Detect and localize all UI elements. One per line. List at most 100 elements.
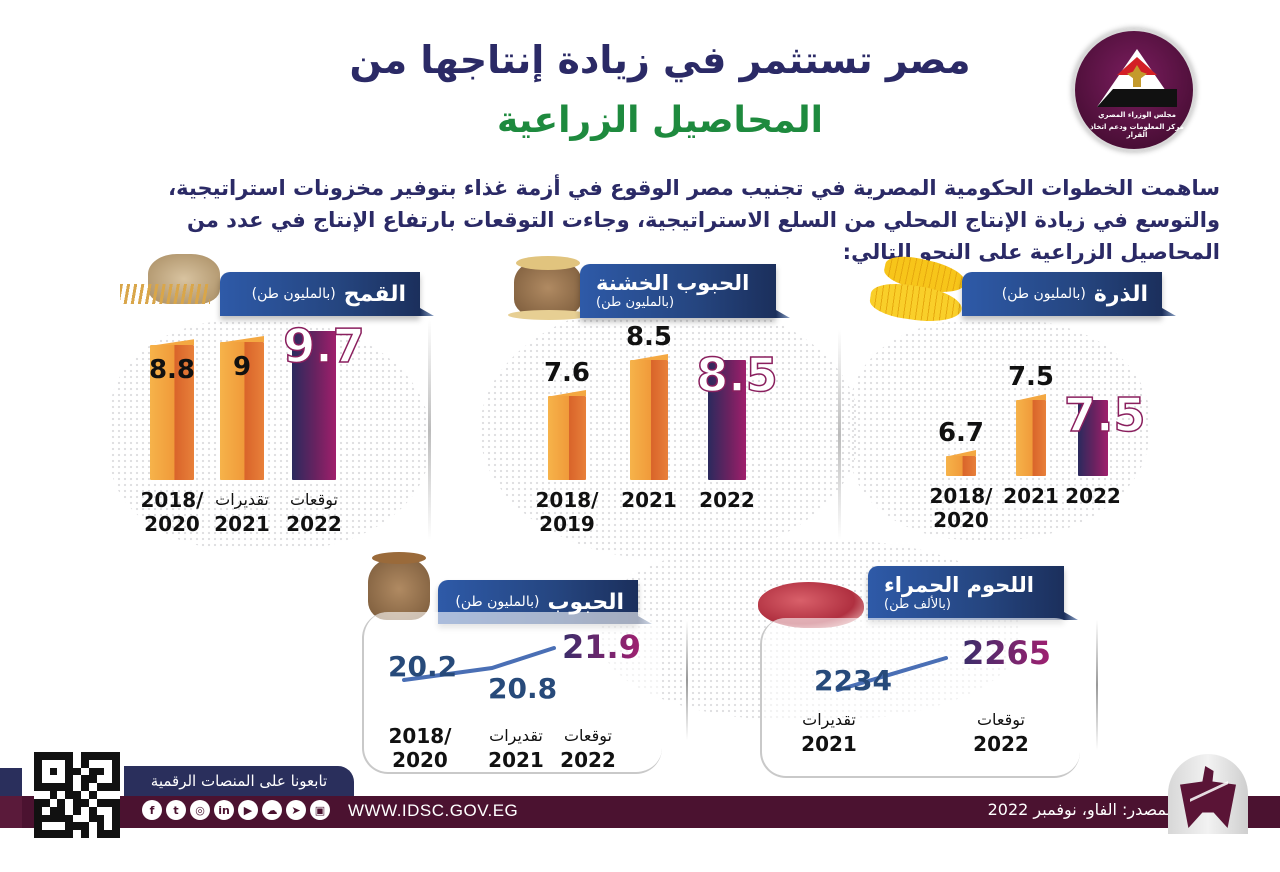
- qr-module: [104, 814, 113, 823]
- facebook-icon[interactable]: f: [142, 800, 162, 820]
- qr-module: [41, 752, 50, 760]
- x-tick-label: 2021: [996, 484, 1066, 508]
- x-tick-year: 2018/: [140, 488, 204, 512]
- qr-module: [96, 767, 105, 776]
- qr-module: [41, 759, 50, 768]
- x-tick-year: 2018/: [388, 724, 452, 748]
- qr-module: [49, 830, 58, 838]
- qr-module: [41, 806, 50, 815]
- qr-module: [57, 752, 66, 760]
- x-tick-year-2: 2019: [539, 512, 595, 536]
- idsc-logo: مجلس الوزراء المصري مركز المعلومات ودعم …: [1072, 28, 1196, 152]
- x-tick-tag: توقعات: [289, 490, 339, 509]
- qr-module: [96, 783, 105, 792]
- bar: [946, 456, 976, 476]
- bar: [220, 342, 264, 480]
- qr-module: [57, 798, 66, 807]
- x-tick-label: تقديرات 2021: [476, 724, 556, 772]
- qr-module: [65, 759, 74, 768]
- corn-bar-chart: 6.7 2018/2020 7.5 2021 7.5 2022: [920, 360, 1147, 540]
- qr-module: [49, 752, 58, 760]
- x-tick-label: 2021: [610, 488, 688, 512]
- qr-module: [88, 759, 97, 768]
- bar: [708, 360, 746, 480]
- source-text: المصدر: الفاو، نوفمبر 2022: [987, 800, 1176, 819]
- x-tick-label: توقعات 2022: [548, 724, 628, 772]
- qr-module: [73, 822, 81, 831]
- qr-module: [112, 759, 120, 768]
- qr-module: [80, 767, 89, 776]
- x-tick-year-2: 2020: [144, 512, 200, 536]
- qr-module: [112, 752, 120, 760]
- app-icon[interactable]: ▣: [310, 800, 330, 820]
- youtube-icon[interactable]: ▶: [238, 800, 258, 820]
- qr-module: [80, 814, 89, 823]
- x-tick-year: 2022: [699, 488, 755, 512]
- qr-module: [73, 775, 81, 784]
- emblem-logo: [1168, 754, 1248, 834]
- x-tick-label: توقعات 2022: [956, 708, 1046, 756]
- qr-module: [96, 759, 105, 768]
- qr-module: [112, 775, 120, 784]
- twitter-icon[interactable]: t: [166, 800, 186, 820]
- wheat-title: القمح: [343, 281, 406, 307]
- qr-module: [41, 767, 50, 776]
- qr-module: [80, 822, 89, 831]
- line-plot: [836, 656, 948, 692]
- qr-module: [57, 806, 66, 815]
- linkedin-icon[interactable]: in: [214, 800, 234, 820]
- qr-module: [80, 783, 89, 792]
- qr-module: [49, 791, 58, 799]
- card-edge: [686, 620, 688, 740]
- qr-module: [73, 767, 81, 776]
- grains-unit: (بالمليون طن): [455, 594, 540, 610]
- qr-module: [80, 830, 89, 838]
- bar-value-label: 7.5: [1007, 362, 1055, 392]
- website-link[interactable]: WWW.IDSC.GOV.EG: [348, 801, 519, 820]
- qr-module: [88, 798, 97, 807]
- instagram-icon[interactable]: ◎: [190, 800, 210, 820]
- soundcloud-icon[interactable]: ☁: [262, 800, 282, 820]
- qr-module: [34, 791, 42, 799]
- qr-module: [88, 822, 97, 831]
- x-tick-label: تقديرات 2021: [784, 708, 874, 756]
- x-tick-year: 2022: [973, 732, 1029, 756]
- qr-module: [73, 791, 81, 799]
- x-tick-year: 2021: [1003, 484, 1059, 508]
- x-tick-year: 2022: [560, 748, 616, 772]
- qr-module: [112, 814, 120, 823]
- bar-value-label: 7.6: [543, 358, 591, 388]
- bar-value-label: 7.5: [1063, 387, 1146, 443]
- qr-module: [34, 830, 42, 838]
- logo-text-2: مركز المعلومات ودعم اتخاذ القرار: [1090, 123, 1184, 139]
- x-tick-tag: توقعات: [976, 710, 1026, 729]
- x-tick-tag: تقديرات: [802, 710, 856, 729]
- qr-module: [65, 752, 74, 760]
- qr-module: [41, 798, 50, 807]
- telegram-icon[interactable]: ➤: [286, 800, 306, 820]
- qr-module: [73, 752, 81, 760]
- bar: [292, 330, 336, 480]
- logo-text-1: مجلس الوزراء المصري: [1098, 111, 1176, 119]
- x-tick-label: 2018/2020: [926, 484, 996, 532]
- corn-unit: (بالمليون طن): [1001, 286, 1086, 302]
- qr-code[interactable]: [34, 752, 120, 838]
- corn-header: الذرة (بالمليون طن): [962, 272, 1162, 316]
- wheat-header: القمح (بالمليون طن): [220, 272, 420, 316]
- qr-module: [80, 798, 89, 807]
- grains-line-chart: 20.2 2018/2020 20.8 تقديرات 2021 21.9 توقعات 20…: [380, 628, 641, 774]
- qr-module: [34, 767, 42, 776]
- bar-value-label: 9: [232, 352, 252, 382]
- qr-module: [104, 752, 113, 760]
- coarse-grains-bar-chart: 7.6 2018/2019 8.5 2021 8.5 2022: [520, 322, 780, 540]
- data-point-label: 20.8: [488, 672, 558, 705]
- flag-black-band: [1097, 89, 1177, 107]
- qr-module: [34, 822, 42, 831]
- x-tick-year: 2021: [621, 488, 677, 512]
- coarse-grains-header: الحبوب الخشنة (بالمليون طن): [580, 264, 776, 318]
- grain-bag-icon: [364, 552, 434, 622]
- qr-module: [73, 806, 81, 815]
- corn-title: الذرة: [1093, 281, 1148, 307]
- qr-module: [49, 783, 58, 792]
- qr-module: [57, 783, 66, 792]
